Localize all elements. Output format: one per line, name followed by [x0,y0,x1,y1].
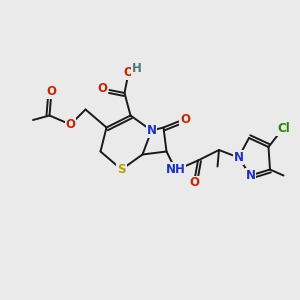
Text: H: H [132,62,141,75]
Text: O: O [123,66,133,79]
Text: S: S [117,163,126,176]
Text: O: O [180,112,190,126]
Text: O: O [189,176,200,190]
Text: N: N [233,151,244,164]
Text: N: N [245,169,256,182]
Text: O: O [46,85,57,98]
Text: N: N [146,124,157,137]
Text: O: O [98,82,108,95]
Text: Cl: Cl [277,122,290,135]
Text: NH: NH [166,163,185,176]
Text: O: O [65,118,76,131]
